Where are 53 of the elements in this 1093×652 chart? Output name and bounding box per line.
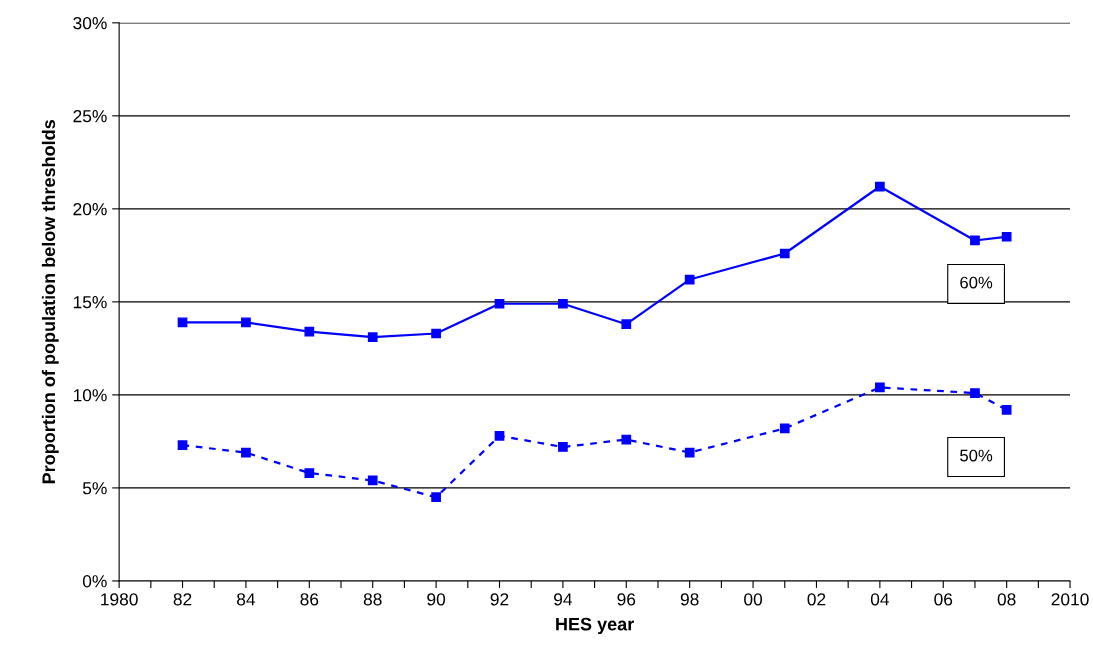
point [304,468,315,478]
point [494,298,505,309]
point [241,317,251,328]
text: 60% [960,276,993,289]
x-tick-label: 90 [427,593,446,606]
point [970,388,980,398]
text: 50% [960,449,993,462]
point [1001,404,1012,415]
x-axis-title: HES year [556,617,634,635]
x-tick-label: 88 [363,593,382,606]
point [779,423,790,434]
y-tick-label: 30% [73,16,107,30]
x-tick-label: 02 [807,593,826,606]
point [875,181,885,192]
point [970,235,980,246]
point [367,475,378,486]
x-tick-label: 08 [997,593,1016,606]
x-tick-label: 94 [554,593,573,606]
x-tick-label: 00 [744,593,763,606]
x-tick-label: 1980 [101,593,138,606]
point [558,442,568,452]
point [779,248,790,259]
point [431,492,441,503]
y-tick-label: 20% [73,203,107,216]
point [558,298,568,309]
point [367,332,378,343]
x-tick-label: 2010 [1051,593,1089,606]
y-tick-label: 25% [73,110,107,123]
x-tick-label: 82 [173,593,192,606]
y-tick-label: 5% [82,482,107,495]
point [621,434,632,445]
point [177,317,188,328]
point [304,326,315,337]
y-axis-title: Proportion of population below thresholds [41,120,59,484]
x-tick-label: 84 [237,593,256,606]
y-tick-label: 0% [82,575,107,588]
x-tick-label: 92 [490,593,509,606]
x-tick-label: 98 [680,593,699,606]
x-tick-label: 04 [870,593,890,606]
point [875,382,885,393]
y-tick-label: 10% [73,389,107,402]
point [177,440,188,450]
point [621,319,632,330]
x-tick-label: 86 [300,593,319,606]
point [241,447,251,458]
point [494,430,505,441]
point [684,274,695,285]
x-tick-label: 96 [617,593,636,606]
point [1001,231,1012,242]
y-tick-label: 15% [73,296,107,309]
x-tick-label: 06 [934,593,953,606]
point [431,328,441,339]
point [684,447,695,458]
